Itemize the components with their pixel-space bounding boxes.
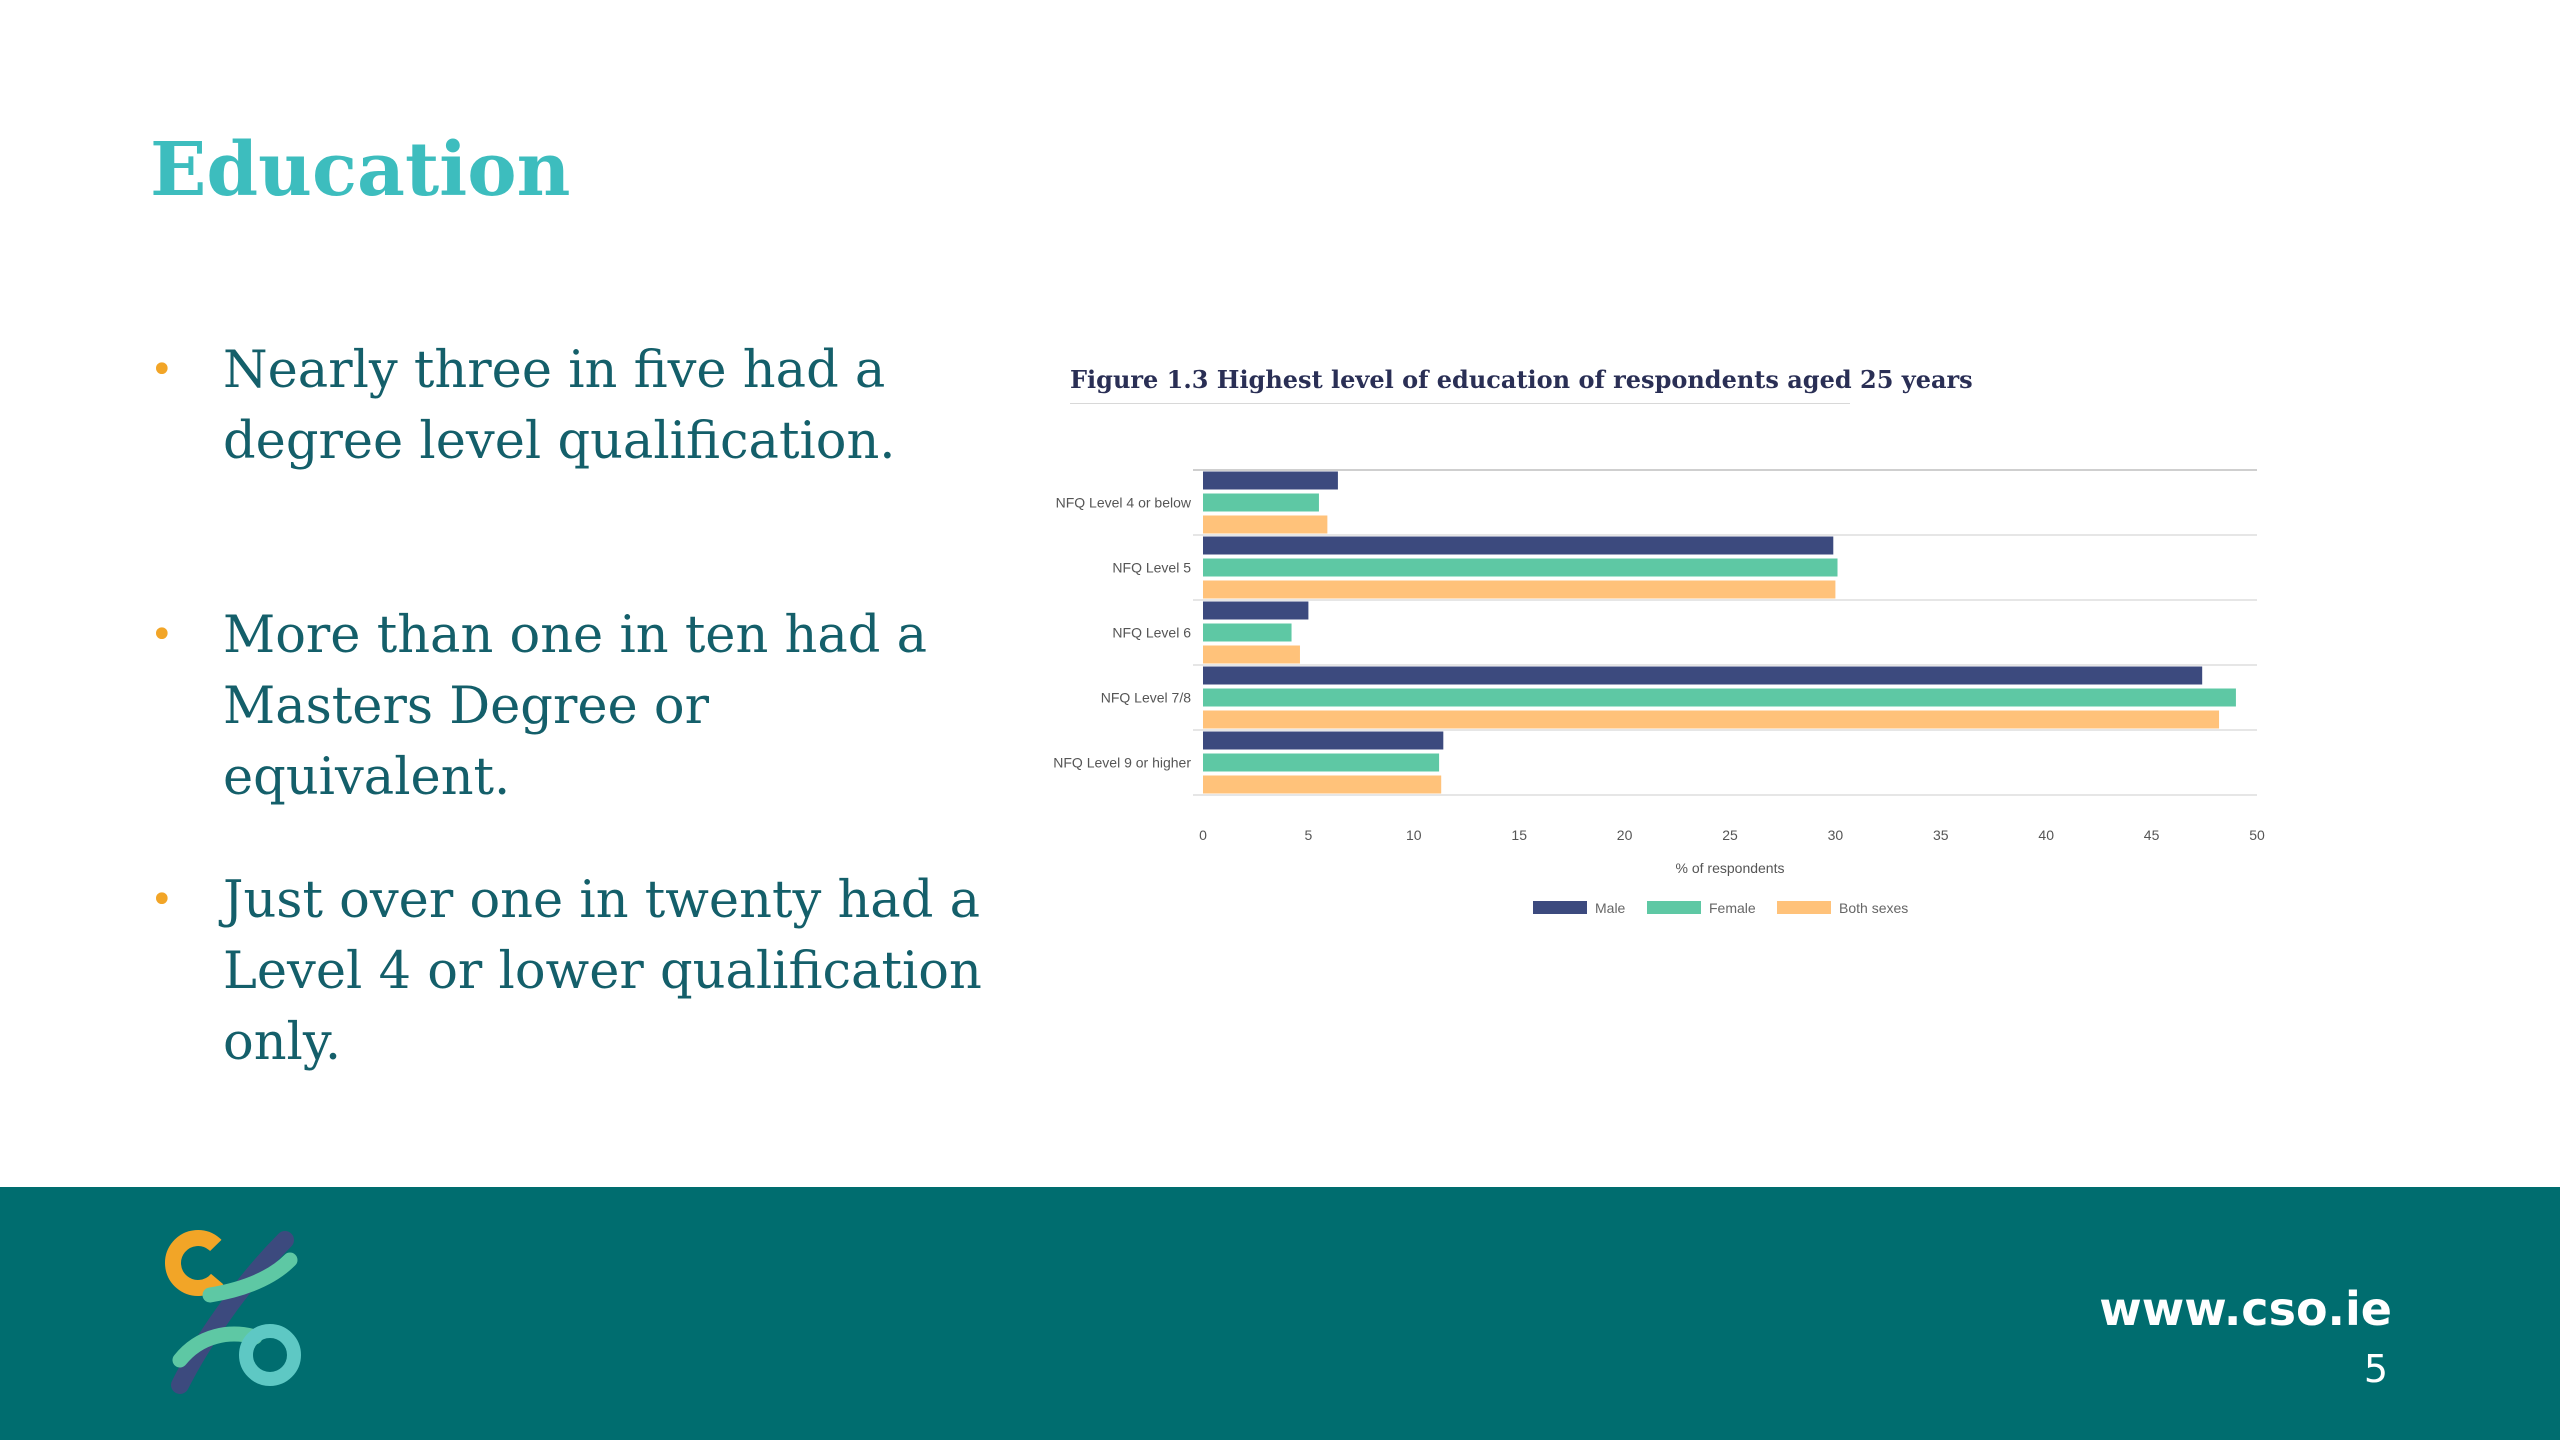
chart-x-tick-label: 40 xyxy=(2038,827,2054,843)
chart-bar xyxy=(1203,775,1442,794)
legend-swatch xyxy=(1533,901,1587,914)
chart-category-label: NFQ Level 4 or below xyxy=(1056,495,1192,511)
bar-chart: NFQ Level 4 or below NFQ Level 5 NFQ Level… xyxy=(1053,469,2265,916)
chart-x-tick-label: 20 xyxy=(1617,827,1633,843)
chart-bar xyxy=(1203,471,1338,490)
chart-bar xyxy=(1203,536,1834,555)
chart-bar xyxy=(1203,623,1292,642)
chart-x-tick-label: 15 xyxy=(1511,827,1527,843)
website-url: www.cso.ie xyxy=(2099,1282,2392,1336)
chart-bar xyxy=(1203,645,1300,664)
legend-label: Male xyxy=(1595,900,1626,916)
bullet-text: More than one in ten had a Masters Degre… xyxy=(223,606,928,807)
bullet-text: Just over one in twenty had a Level 4 or… xyxy=(223,871,982,1072)
chart-x-tick-label: 30 xyxy=(1828,827,1844,843)
chart-bar xyxy=(1203,666,2203,685)
chart-x-tick-label: 35 xyxy=(1933,827,1949,843)
chart-x-tick-label: 45 xyxy=(2144,827,2160,843)
bullet-item: • Nearly three in five had a degree leve… xyxy=(150,335,1010,477)
chart-x-tick-label: 50 xyxy=(2249,827,2265,843)
chart-bar xyxy=(1203,753,1440,772)
bullet-item: • Just over one in twenty had a Level 4 … xyxy=(150,865,1010,1078)
chart-figure: Figure 1.3 Highest level of education of… xyxy=(1010,355,2300,995)
bullet-text: Nearly three in five had a degree level … xyxy=(223,341,896,471)
chart-bar xyxy=(1203,710,2220,729)
slide-title: Education xyxy=(150,127,571,213)
chart-title-divider xyxy=(1070,403,1850,404)
legend-label: Both sexes xyxy=(1839,900,1908,916)
chart-bar xyxy=(1203,558,1838,577)
chart-bar xyxy=(1203,580,1836,599)
chart-bar xyxy=(1203,731,1444,750)
chart-bar xyxy=(1203,601,1309,620)
bullet-dot-icon: • xyxy=(150,347,174,393)
chart-bar xyxy=(1203,688,2236,707)
chart-x-tick-label: 0 xyxy=(1199,827,1207,843)
footer-bar: www.cso.ie 5 xyxy=(0,1187,2560,1440)
legend-label: Female xyxy=(1709,900,1756,916)
page-number: 5 xyxy=(2363,1347,2388,1391)
chart-x-tick-label: 10 xyxy=(1406,827,1422,843)
legend-swatch xyxy=(1647,901,1701,914)
bullet-dot-icon: • xyxy=(150,612,174,658)
chart-category-label: NFQ Level 5 xyxy=(1112,560,1191,576)
chart-title: Figure 1.3 Highest level of education of… xyxy=(1070,365,1973,394)
chart-x-tick-label: 25 xyxy=(1722,827,1738,843)
bullet-item: • More than one in ten had a Masters Deg… xyxy=(150,600,1010,813)
chart-category-label: NFQ Level 6 xyxy=(1112,625,1191,641)
chart-x-tick-label: 5 xyxy=(1305,827,1313,843)
chart-category-label: NFQ Level 9 or higher xyxy=(1053,755,1191,771)
legend-swatch xyxy=(1777,901,1831,914)
chart-x-axis-label: % of respondents xyxy=(1676,860,1785,876)
cso-logo-icon xyxy=(165,1230,301,1394)
chart-category-label: NFQ Level 7/8 xyxy=(1101,690,1191,706)
chart-bar xyxy=(1203,493,1319,512)
chart-bar xyxy=(1203,515,1328,534)
bullet-dot-icon: • xyxy=(150,877,174,923)
